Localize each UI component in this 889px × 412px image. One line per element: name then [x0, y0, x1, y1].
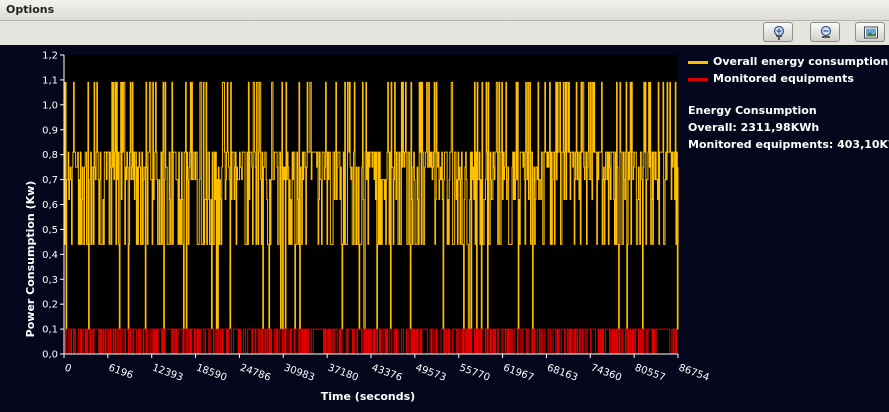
plot-background — [64, 55, 678, 354]
y-tick-label: 1,0 — [42, 100, 58, 111]
x-tick-label: 74360 — [589, 362, 623, 383]
zoom-in-button[interactable] — [763, 22, 793, 42]
x-axis-title: Time (seconds) — [321, 390, 415, 403]
energy-summary-overall: Overall: 2311,98KWh — [688, 121, 820, 134]
y-tick-label: 0,5 — [42, 225, 58, 236]
menu-bar: Options — [0, 0, 889, 21]
y-tick-label: 0,2 — [42, 300, 58, 311]
x-tick-label: 6196 — [107, 362, 135, 381]
save-image-button[interactable] — [855, 22, 885, 42]
x-tick-label: 61967 — [502, 362, 536, 383]
x-tick-label: 55770 — [458, 362, 492, 383]
y-tick-label: 1,2 — [42, 51, 58, 62]
x-tick-label: 12393 — [151, 362, 185, 383]
legend-item-monitored[interactable]: Monitored equipments — [688, 70, 889, 87]
overall-energy-line — [64, 81, 679, 330]
y-tick-label: 0,1 — [42, 325, 58, 336]
chart-legend: Overall energy consumption Monitored equ… — [688, 53, 889, 153]
y-tick-label: 0,8 — [42, 150, 58, 161]
legend-swatch-monitored — [688, 77, 708, 81]
x-tick-label: 18590 — [195, 362, 229, 383]
y-tick-label: 1,1 — [42, 75, 58, 86]
y-tick-label: 0,4 — [42, 250, 58, 261]
y-tick-label: 0,9 — [42, 125, 58, 136]
x-tick-label: 30983 — [282, 362, 316, 383]
zoom-in-icon — [773, 25, 785, 40]
power-consumption-chart[interactable]: 0,00,10,20,30,40,50,60,70,80,91,01,11,2 … — [0, 45, 889, 412]
energy-summary-title: Energy Consumption — [688, 104, 817, 117]
legend-swatch-overall — [688, 60, 708, 64]
y-tick-label: 0,6 — [42, 200, 58, 211]
x-tick-label: 24786 — [238, 362, 272, 383]
y-tick-label: 0,0 — [42, 350, 58, 361]
y-tick-label: 0,7 — [42, 175, 58, 186]
legend-label-overall: Overall energy consumption — [713, 55, 889, 68]
legend-label-monitored: Monitored equipments — [713, 72, 854, 85]
chart-panel: 0,0 0,1 0,2 0,3 0,4 0,5 0,6 0,7 0,8 0,9 1,0 1,1 1,2 … — [0, 45, 889, 412]
zoom-out-button[interactable] — [810, 22, 840, 42]
x-tick-label: 86754 — [677, 362, 711, 383]
x-tick-label: 68163 — [545, 362, 579, 383]
chart-toolbar — [0, 21, 889, 45]
y-tick-label: 0,3 — [42, 275, 58, 286]
monitored-equipments-line — [64, 328, 678, 355]
x-tick-label: 37180 — [326, 362, 360, 383]
x-tick-label: 49573 — [414, 362, 448, 383]
series-monitored-equipments — [64, 328, 678, 355]
menu-options[interactable]: Options — [6, 3, 55, 16]
save-image-icon — [864, 26, 878, 39]
series-overall-energy — [64, 81, 679, 330]
energy-summary: Energy Consumption Overall: 2311,98KWh M… — [688, 102, 889, 153]
x-tick-label: 0 — [63, 362, 73, 375]
zoom-out-icon — [820, 25, 832, 38]
energy-summary-monitored: Monitored equipments: 403,10KWh — [688, 138, 889, 151]
y-axis-title: Power Consumption (Kw) — [24, 181, 37, 338]
x-tick-label: 80557 — [633, 362, 667, 383]
x-tick-label: 43376 — [370, 362, 404, 383]
legend-item-overall[interactable]: Overall energy consumption — [688, 53, 889, 70]
